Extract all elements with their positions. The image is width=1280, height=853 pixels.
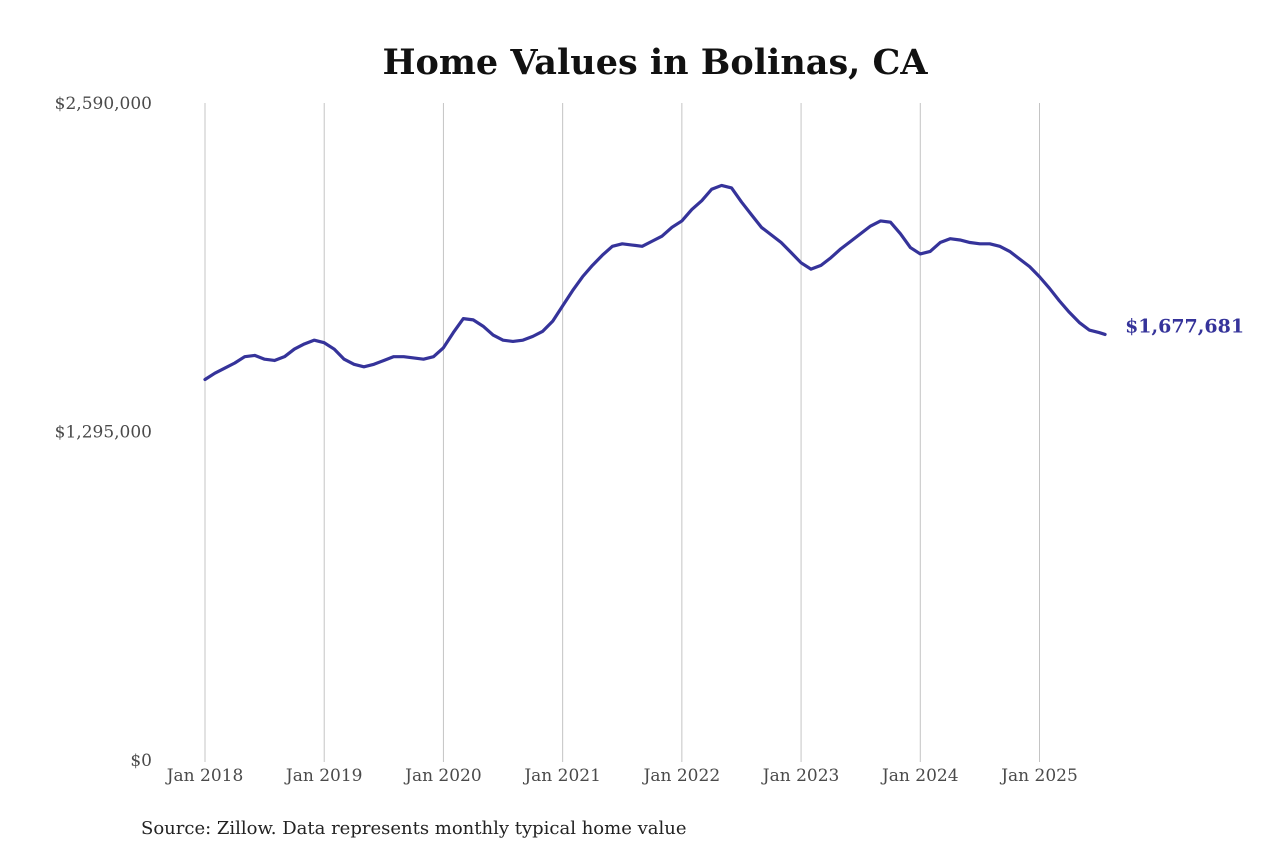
series-layer: $1,677,681: [203, 183, 1244, 382]
x-tick-label: Jan 2024: [880, 766, 959, 786]
y-axis-tick-labels: $0 $1,295,000 $2,590,000: [55, 94, 152, 771]
x-tick-label: Jan 2022: [642, 766, 721, 786]
vertical-gridlines: [204, 103, 1040, 762]
x-tick-label: Jan 2018: [165, 766, 244, 786]
home-value-line: [203, 183, 1107, 382]
x-axis-tick-labels: Jan 2018 Jan 2019 Jan 2020 Jan 2021 Jan 2022…: [165, 766, 1078, 786]
chart-title: Home Values in Bolinas, CA: [382, 42, 928, 83]
x-tick-label: Jan 2021: [522, 766, 601, 786]
y-tick-label: $0: [130, 751, 152, 771]
x-tick-label: Jan 2025: [999, 766, 1078, 786]
source-note: Source: Zillow. Data represents monthly …: [141, 818, 687, 839]
end-value-label: $1,677,681: [1125, 315, 1244, 337]
x-tick-label: Jan 2023: [761, 766, 840, 786]
y-tick-label: $1,295,000: [55, 423, 152, 443]
y-tick-label: $2,590,000: [55, 94, 152, 114]
x-tick-label: Jan 2019: [284, 766, 363, 786]
x-tick-label: Jan 2020: [403, 766, 482, 786]
